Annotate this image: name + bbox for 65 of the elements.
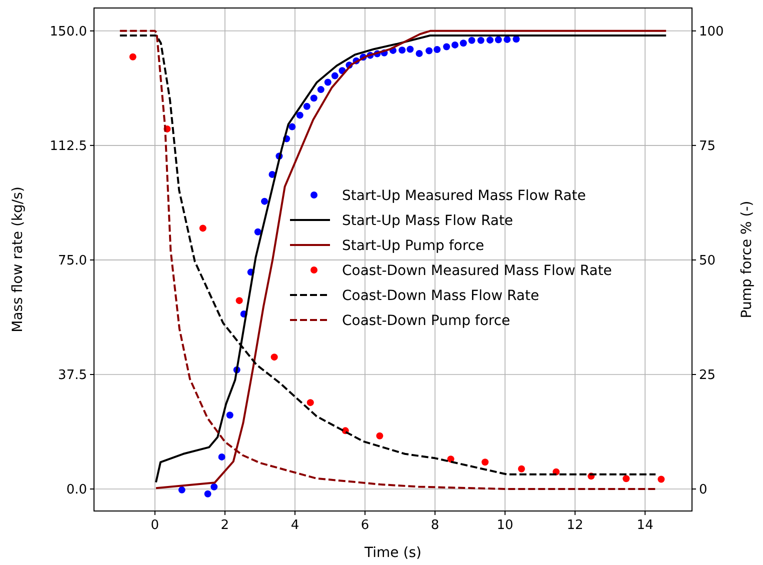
- x-tick-label: 10: [496, 518, 514, 533]
- point: [199, 224, 206, 232]
- y-tick-label: 37.5: [58, 368, 87, 383]
- point: [317, 86, 324, 94]
- point: [504, 36, 511, 43]
- point: [376, 432, 384, 440]
- x-tick-label: 4: [290, 518, 300, 533]
- y2-axis-title: Pump force % (-): [739, 200, 755, 318]
- point: [296, 112, 304, 119]
- legend-label: Coast-Down Measured Mass Flow Rate: [342, 263, 612, 279]
- point: [236, 297, 243, 304]
- point: [129, 53, 136, 60]
- legend-label: Coast-Down Mass Flow Rate: [342, 288, 540, 304]
- point: [303, 102, 310, 110]
- x-tick-label: 12: [566, 518, 584, 533]
- point: [218, 453, 226, 460]
- point: [226, 412, 234, 419]
- point: [416, 50, 423, 58]
- point: [426, 47, 433, 54]
- y-tick-label: 0.0: [66, 482, 87, 498]
- point: [324, 78, 332, 86]
- x-axis-title: Time (s): [364, 545, 422, 561]
- point: [204, 490, 212, 498]
- point: [658, 476, 665, 483]
- x-tick-label: 2: [220, 518, 230, 533]
- legend-label: Coast-Down Pump force: [342, 313, 510, 329]
- point: [331, 72, 338, 80]
- point: [406, 46, 414, 53]
- y-tick-label: 75.0: [58, 253, 87, 268]
- point: [482, 458, 489, 466]
- point: [434, 46, 441, 54]
- point: [178, 486, 186, 494]
- y-tick-label: 150.0: [50, 24, 87, 40]
- legend-label: Start-Up Mass Flow Rate: [342, 213, 514, 229]
- point: [210, 483, 218, 490]
- point: [494, 36, 502, 44]
- legend-label: Start-Up Measured Mass Flow Rate: [342, 188, 586, 204]
- point: [398, 46, 406, 54]
- y-axis-title: Mass flow rate (kg/s): [10, 186, 26, 332]
- x-tick-label: 6: [360, 518, 370, 533]
- point: [310, 94, 318, 102]
- point: [261, 198, 268, 205]
- point: [518, 465, 525, 472]
- x-tick-label: 0: [150, 518, 160, 533]
- point: [477, 36, 484, 44]
- point: [443, 43, 450, 50]
- x-tick-label: 8: [430, 518, 440, 533]
- point: [486, 36, 494, 44]
- point: [468, 36, 476, 44]
- y2-tick-label: 75: [699, 138, 716, 154]
- legend-label: Start-Up Pump force: [342, 238, 484, 254]
- point: [512, 36, 520, 43]
- point: [622, 475, 630, 482]
- x-tick-label: 14: [636, 518, 654, 533]
- point: [306, 399, 314, 406]
- y2-tick-label: 100: [699, 24, 724, 40]
- y2-tick-label: 50: [699, 253, 716, 268]
- point: [254, 228, 262, 236]
- point: [288, 123, 296, 130]
- y2-tick-label: 0: [699, 482, 708, 498]
- point: [270, 354, 278, 361]
- point: [451, 41, 458, 48]
- y-tick-label: 112.5: [50, 138, 87, 154]
- point: [460, 40, 467, 47]
- y2-tick-label: 25: [699, 368, 716, 383]
